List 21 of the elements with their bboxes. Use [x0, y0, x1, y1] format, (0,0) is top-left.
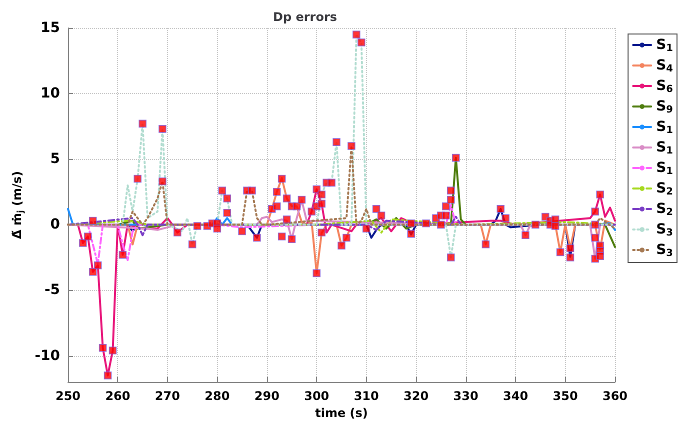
- x-tick-label: 300: [304, 389, 330, 403]
- y-tick-label: 5: [50, 151, 60, 168]
- x-tick-label: 360: [602, 389, 628, 403]
- x-axis-title: time (s): [315, 406, 368, 420]
- y-tick-label: -10: [34, 348, 60, 364]
- y-tick-label: 10: [40, 86, 60, 102]
- x-tick-label: 330: [453, 389, 478, 403]
- y-tick-label: 15: [40, 20, 60, 36]
- y-tick-label: -5: [44, 282, 60, 298]
- y-axis-title: Δ̃ ṁj (m/s): [10, 170, 25, 240]
- x-tick-label: 280: [204, 389, 230, 403]
- x-tick-label: 350: [552, 389, 578, 403]
- x-tick-label: 340: [503, 389, 528, 403]
- x-tick-label: 260: [105, 389, 130, 403]
- x-tick-label: 290: [254, 389, 280, 403]
- x-tick-label: 250: [55, 389, 81, 403]
- chart-title: Dp errors: [272, 10, 338, 24]
- y-tick-label: 0: [50, 216, 60, 233]
- x-tick-label: 310: [354, 389, 379, 403]
- x-tick-label: 270: [154, 389, 180, 403]
- x-tick-label: 320: [404, 389, 429, 403]
